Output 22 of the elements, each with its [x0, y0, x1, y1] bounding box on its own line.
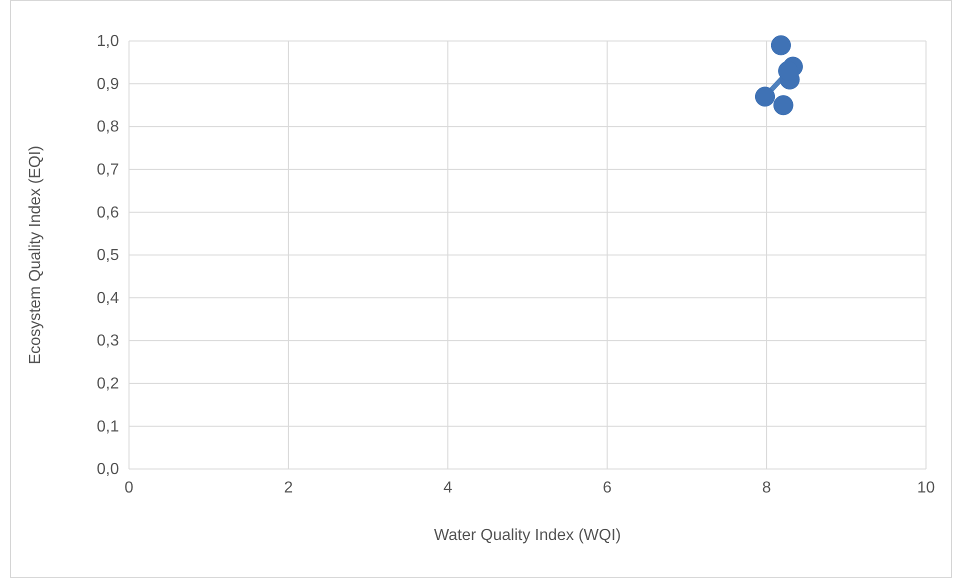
y-axis-title: Ecosystem Quality Index (EQI) — [27, 146, 44, 364]
point — [773, 95, 794, 116]
y-tick-label: 0,2 — [96, 376, 120, 393]
x-axis-title: Water Quality Index (WQI) — [434, 527, 621, 544]
point — [770, 35, 791, 56]
y-tick-label: 0,7 — [96, 162, 120, 179]
x-tick-label: 2 — [284, 479, 293, 496]
y-tick-label: 0,1 — [96, 418, 120, 436]
y-tick-label: 0,3 — [96, 332, 120, 350]
x-tick-label: 0 — [124, 479, 134, 496]
x-tick-label: 8 — [762, 479, 772, 496]
y-tick-label: 0,0 — [96, 461, 120, 478]
x-tick-label: 10 — [917, 479, 935, 496]
y-tick-label: 1,0 — [96, 33, 120, 50]
y-tick-label: 0,6 — [96, 204, 120, 222]
y-tick-label: 0,9 — [96, 76, 120, 93]
y-tick-label: 0,4 — [96, 290, 120, 307]
y-tick-label: 0,5 — [96, 247, 120, 264]
x-tick-label: 4 — [443, 479, 452, 496]
point — [754, 86, 776, 107]
x-tick-label: 6 — [602, 479, 612, 496]
y-tick-label: 0,8 — [96, 118, 120, 136]
